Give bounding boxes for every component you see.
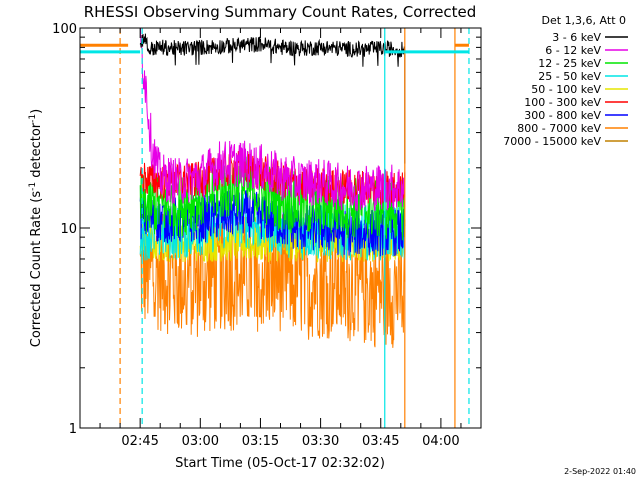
legend-label: 12 - 25 keV xyxy=(538,57,601,70)
legend-label: 6 - 12 keV xyxy=(545,44,601,57)
y-axis: 1 10 100 xyxy=(52,22,481,437)
series-line xyxy=(139,28,406,212)
x-tick-label: 03:15 xyxy=(242,434,279,449)
legend-label: 800 - 7000 keV xyxy=(517,122,601,135)
x-tick-label: 03:30 xyxy=(302,434,339,449)
x-tick-label: 02:45 xyxy=(121,434,158,449)
footer-timestamp: 2-Sep-2022 01:40 xyxy=(564,467,636,476)
y-tick-label: 100 xyxy=(52,22,77,37)
y-tick-label: 1 xyxy=(69,422,77,437)
series-line xyxy=(139,33,406,67)
legend-label: 3 - 6 keV xyxy=(552,31,601,44)
x-tick-label: 03:45 xyxy=(362,434,399,449)
marker-layer xyxy=(80,28,470,428)
legend-label: 7000 - 15000 keV xyxy=(503,135,601,148)
legend-label: 300 - 800 keV xyxy=(524,109,601,122)
x-tick-label: 04:00 xyxy=(422,434,459,449)
legend-label: 100 - 300 keV xyxy=(524,96,601,109)
series-layer xyxy=(139,28,406,348)
x-axis-label: Start Time (05-Oct-17 02:32:02) xyxy=(175,456,385,471)
x-axis: 02:45 03:00 03:15 03:30 03:45 04:00 xyxy=(99,28,482,449)
legend-header: Det 1,3,6, Att 0 xyxy=(542,14,626,27)
x-tick-label: 03:00 xyxy=(182,434,219,449)
y-axis-label: Corrected Count Rate (s-1 detector-1) xyxy=(28,109,44,347)
series-line xyxy=(139,213,406,348)
legend-label: 50 - 100 keV xyxy=(531,83,601,96)
chart-title: RHESSI Observing Summary Count Rates, Co… xyxy=(84,3,477,21)
y-tick-label: 10 xyxy=(60,222,77,237)
legend-label: 25 - 50 keV xyxy=(538,70,601,83)
